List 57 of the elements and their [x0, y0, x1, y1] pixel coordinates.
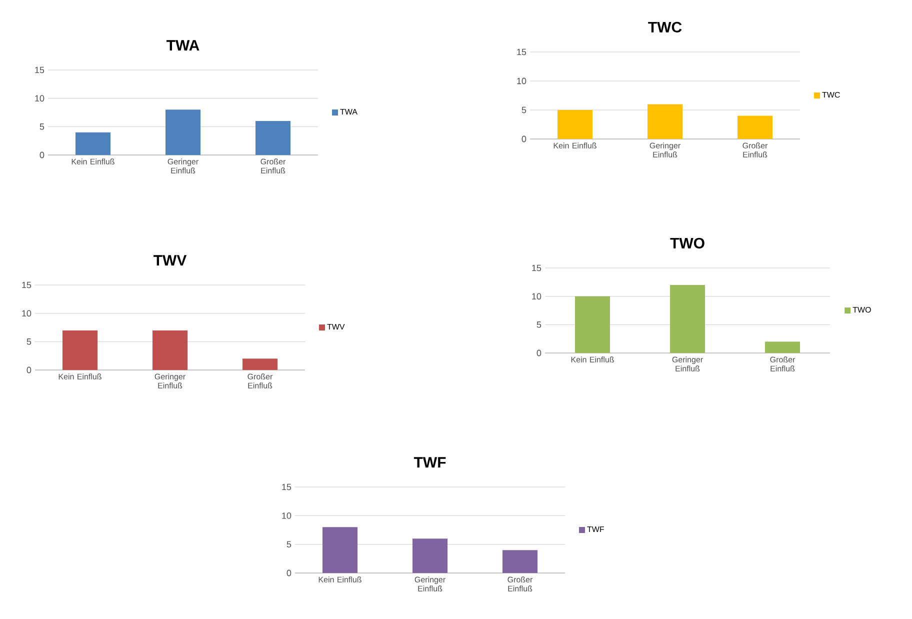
legend-label: TWV — [327, 324, 345, 330]
chart-title: TWF — [414, 457, 446, 468]
y-tick-label: 5 — [536, 322, 542, 328]
y-tick-label: 5 — [40, 124, 44, 130]
y-tick-label: 10 — [22, 310, 32, 317]
legend-label: TWA — [340, 108, 358, 114]
y-tick-label: 15 — [22, 282, 32, 288]
bar — [256, 121, 291, 155]
bar — [648, 104, 683, 139]
legend-label: TWC — [822, 92, 840, 98]
x-tick-label: Großer Einfluß — [770, 356, 796, 372]
y-tick-label: 0 — [286, 570, 292, 576]
bar — [166, 110, 201, 155]
y-tick-label: 10 — [35, 95, 44, 102]
y-tick-label: 10 — [532, 293, 542, 300]
x-tick-label: Kein Einfluß — [318, 576, 362, 582]
y-tick-label: 5 — [522, 106, 526, 114]
y-tick-label: 15 — [282, 484, 292, 490]
legend-label: TWF — [587, 526, 604, 532]
x-tick-label: Großer Einfluß — [508, 576, 533, 592]
x-tick-label: Kein Einfluß — [571, 356, 614, 362]
legend-label: TWO — [852, 306, 871, 313]
bar — [412, 538, 448, 573]
chart-title: TWC — [648, 22, 682, 32]
x-tick-label: Geringer Einfluß — [650, 142, 680, 158]
y-tick-label: 10 — [517, 78, 526, 84]
x-tick-label: Großer Einfluß — [260, 158, 286, 174]
x-tick-label: Kein Einfluß — [58, 374, 102, 380]
y-tick-label: 15 — [517, 48, 526, 56]
y-tick-label: 15 — [532, 264, 542, 272]
bar — [738, 116, 773, 139]
x-tick-label: Geringer Einfluß — [154, 374, 186, 388]
y-tick-label: 10 — [282, 512, 292, 519]
chart-title: TWA — [166, 40, 200, 50]
bar — [322, 527, 358, 573]
x-tick-label: Geringer Einfluß — [672, 356, 703, 372]
y-tick-label: 0 — [536, 350, 542, 356]
x-tick-label: Geringer Einfluß — [168, 158, 198, 174]
x-tick-label: Kein Einfluß — [554, 142, 596, 148]
bar — [575, 296, 610, 353]
y-tick-label: 0 — [522, 136, 526, 142]
x-tick-label: Kein Einfluß — [72, 158, 114, 164]
bar — [76, 132, 111, 155]
chart-title: TWO — [670, 238, 704, 248]
x-tick-label: Geringer Einfluß — [414, 576, 446, 592]
x-tick-label: Großer Einfluß — [248, 374, 273, 388]
x-tick-label: Großer Einfluß — [742, 142, 768, 158]
chart-title: TWV — [154, 255, 187, 266]
bar — [502, 550, 538, 573]
y-tick-label: 0 — [40, 152, 44, 158]
bar — [765, 342, 800, 353]
y-tick-label: 5 — [286, 541, 292, 548]
y-tick-label: 0 — [26, 366, 32, 374]
y-tick-label: 5 — [26, 338, 32, 345]
bar — [558, 110, 593, 139]
bar — [670, 284, 706, 353]
y-tick-label: 15 — [35, 66, 44, 74]
